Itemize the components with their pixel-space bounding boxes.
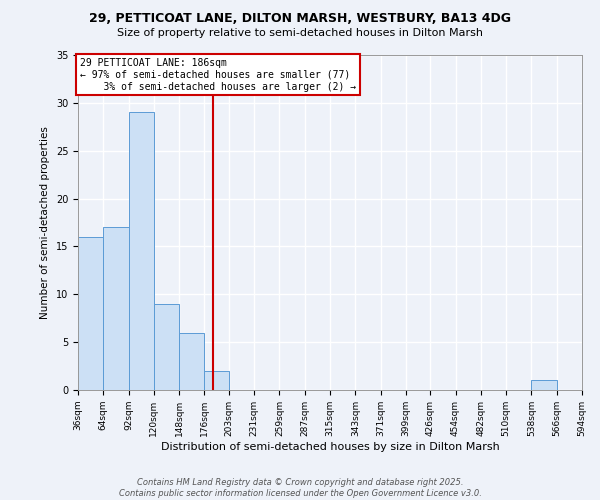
Text: Contains HM Land Registry data © Crown copyright and database right 2025.
Contai: Contains HM Land Registry data © Crown c… bbox=[119, 478, 481, 498]
Text: Size of property relative to semi-detached houses in Dilton Marsh: Size of property relative to semi-detach… bbox=[117, 28, 483, 38]
Bar bbox=[103, 228, 128, 390]
Bar bbox=[154, 304, 179, 390]
Bar bbox=[532, 380, 557, 390]
Text: 29, PETTICOAT LANE, DILTON MARSH, WESTBURY, BA13 4DG: 29, PETTICOAT LANE, DILTON MARSH, WESTBU… bbox=[89, 12, 511, 26]
Bar bbox=[179, 332, 205, 390]
Y-axis label: Number of semi-detached properties: Number of semi-detached properties bbox=[40, 126, 50, 319]
Bar bbox=[205, 371, 229, 390]
Bar bbox=[128, 112, 154, 390]
Bar bbox=[78, 237, 103, 390]
X-axis label: Distribution of semi-detached houses by size in Dilton Marsh: Distribution of semi-detached houses by … bbox=[161, 442, 499, 452]
Text: 29 PETTICOAT LANE: 186sqm
← 97% of semi-detached houses are smaller (77)
    3% : 29 PETTICOAT LANE: 186sqm ← 97% of semi-… bbox=[80, 58, 356, 92]
